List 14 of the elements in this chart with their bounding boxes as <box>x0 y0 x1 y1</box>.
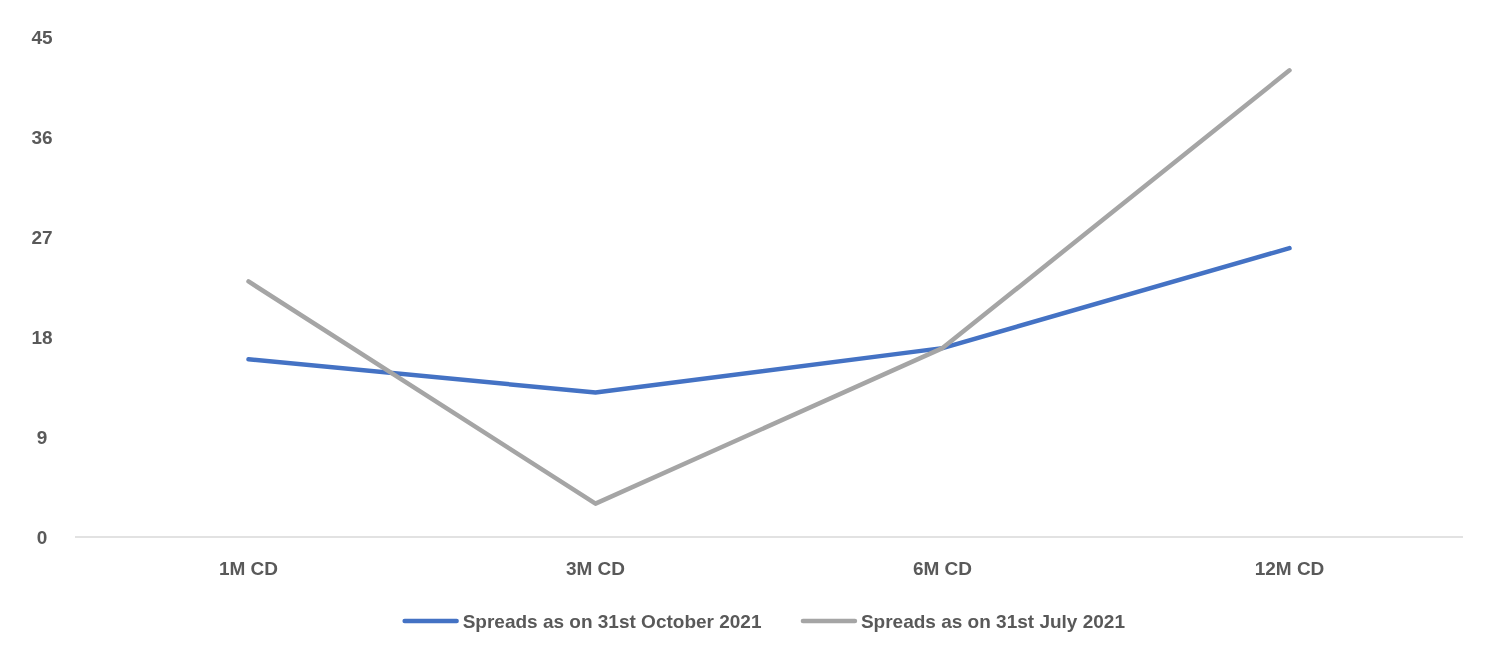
y-tick-label: 45 <box>31 26 53 48</box>
y-tick-label: 18 <box>31 326 53 348</box>
x-tick-label: 12M CD <box>1254 558 1325 579</box>
y-tick-label: 27 <box>31 226 53 248</box>
y-tick-label: 36 <box>31 126 53 148</box>
y-tick-label: 0 <box>36 526 48 548</box>
x-tick-label: 3M CD <box>565 558 626 579</box>
x-tick-label: 6M CD <box>912 558 973 579</box>
y-tick-label: 9 <box>36 426 48 448</box>
line-series <box>246 68 1292 506</box>
line-series <box>246 245 1292 395</box>
legend-label: Spreads as on 31st October 2021 <box>462 610 762 632</box>
legend-label: Spreads as on 31st July 2021 <box>860 610 1126 632</box>
x-tick-label: 1M CD <box>218 558 279 579</box>
